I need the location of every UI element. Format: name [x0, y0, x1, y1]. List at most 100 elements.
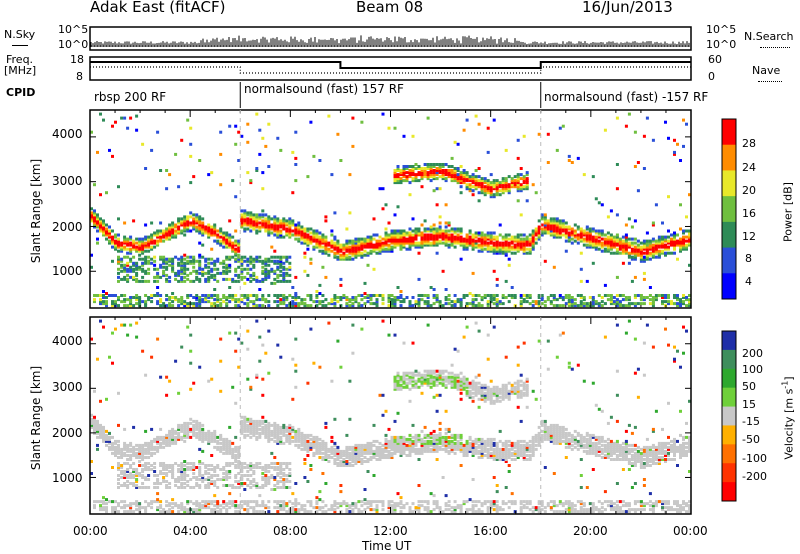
- power-cell: [633, 257, 637, 261]
- power-cell: [477, 233, 481, 237]
- velocity-cell: [417, 500, 421, 504]
- velocity-cell: [105, 439, 108, 443]
- power-cell: [114, 243, 117, 247]
- power-cell: [537, 233, 541, 237]
- velocity-cell: [144, 510, 148, 514]
- velocity-cell: [147, 443, 151, 447]
- power-cell: [525, 243, 529, 247]
- power-cell: [192, 269, 196, 273]
- power-cell: [261, 219, 265, 223]
- power-cell: [627, 243, 631, 247]
- power-cell: [429, 175, 433, 179]
- velocity-cell: [264, 476, 268, 479]
- velocity-cell: [270, 488, 274, 491]
- power-cell: [483, 247, 487, 251]
- power-cell: [612, 245, 616, 249]
- power-cell: [615, 241, 619, 245]
- power-cell: [132, 241, 136, 245]
- power-cell: [645, 231, 649, 235]
- velocity-cell: [285, 486, 289, 489]
- velocity-cell: [420, 373, 424, 377]
- velocity-cell: [405, 385, 409, 389]
- power-cell: [408, 245, 412, 249]
- power-cell: [471, 175, 475, 179]
- velocity-cell: [237, 464, 241, 467]
- power-cell: [168, 237, 172, 241]
- velocity-cell: [204, 484, 208, 487]
- velocity-cell: [162, 480, 166, 483]
- power-cell: [657, 251, 661, 255]
- nsky-legend-line: [12, 45, 28, 46]
- power-cell: [342, 253, 346, 257]
- power-cell: [489, 189, 493, 193]
- velocity-cell: [390, 506, 394, 510]
- velocity-cell: [222, 447, 226, 451]
- velocity-cell: [216, 447, 220, 451]
- velocity-cell: [306, 454, 310, 457]
- power-cell: [282, 294, 286, 297]
- velocity-cell: [162, 441, 166, 445]
- power-cell: [441, 165, 445, 168]
- velocity-cell: [336, 449, 340, 453]
- power-cell: [144, 294, 148, 297]
- velocity-cell: [273, 431, 277, 435]
- velocity-cell: [270, 437, 274, 441]
- power-cell: [567, 300, 571, 304]
- power-cell: [495, 193, 499, 197]
- power-cell: [426, 302, 430, 306]
- power-cell: [390, 239, 394, 243]
- power-cell: [468, 175, 472, 179]
- power-cell: [228, 241, 232, 245]
- power-cell: [264, 144, 268, 148]
- power-cell: [429, 237, 433, 241]
- power-cell: [573, 302, 577, 306]
- power-cell: [423, 229, 427, 233]
- power-cell: [261, 221, 265, 225]
- velocity-cell: [387, 449, 391, 453]
- power-cell: [661, 239, 664, 243]
- power-cell: [345, 241, 349, 245]
- power-cell: [246, 302, 250, 306]
- power-cell: [234, 279, 238, 283]
- power-cell: [276, 229, 280, 233]
- power-cell: [246, 271, 250, 275]
- power-cell: [588, 245, 592, 249]
- velocity-cell: [201, 433, 205, 437]
- power-cell: [606, 247, 610, 251]
- power-cell: [642, 271, 646, 275]
- velocity-cell: [216, 510, 220, 514]
- velocity-cell: [123, 506, 127, 510]
- velocity-cell: [276, 435, 280, 439]
- power-cell: [138, 279, 142, 283]
- power-cell: [667, 247, 670, 251]
- power-cell: [676, 142, 679, 146]
- velocity-cell: [267, 466, 271, 469]
- power-cell: [147, 237, 151, 241]
- power-cell: [186, 221, 190, 225]
- power-cell: [546, 219, 550, 223]
- power-cell: [153, 239, 157, 243]
- power-cell: [285, 257, 289, 261]
- power-cell: [600, 241, 604, 245]
- power-cell: [195, 219, 199, 223]
- velocity-cell: [174, 359, 178, 363]
- power-cell: [426, 237, 430, 241]
- velocity-cell: [417, 437, 421, 441]
- power-cell: [456, 179, 460, 183]
- power-cell: [408, 231, 412, 235]
- power-cell: [348, 251, 352, 255]
- velocity-cell: [159, 472, 163, 475]
- velocity-cell: [411, 385, 415, 389]
- power-cell: [222, 300, 226, 304]
- power-cell: [366, 300, 370, 304]
- power-cell: [438, 233, 442, 237]
- velocity-cell: [129, 506, 133, 510]
- velocity-cell: [282, 478, 286, 481]
- velocity-cell: [213, 484, 217, 487]
- power-cell: [618, 247, 622, 251]
- power-cell: [321, 265, 325, 269]
- velocity-cell: [273, 506, 277, 510]
- power-cell: [417, 171, 421, 175]
- velocity-cell: [99, 504, 102, 508]
- velocity-cell: [132, 449, 136, 453]
